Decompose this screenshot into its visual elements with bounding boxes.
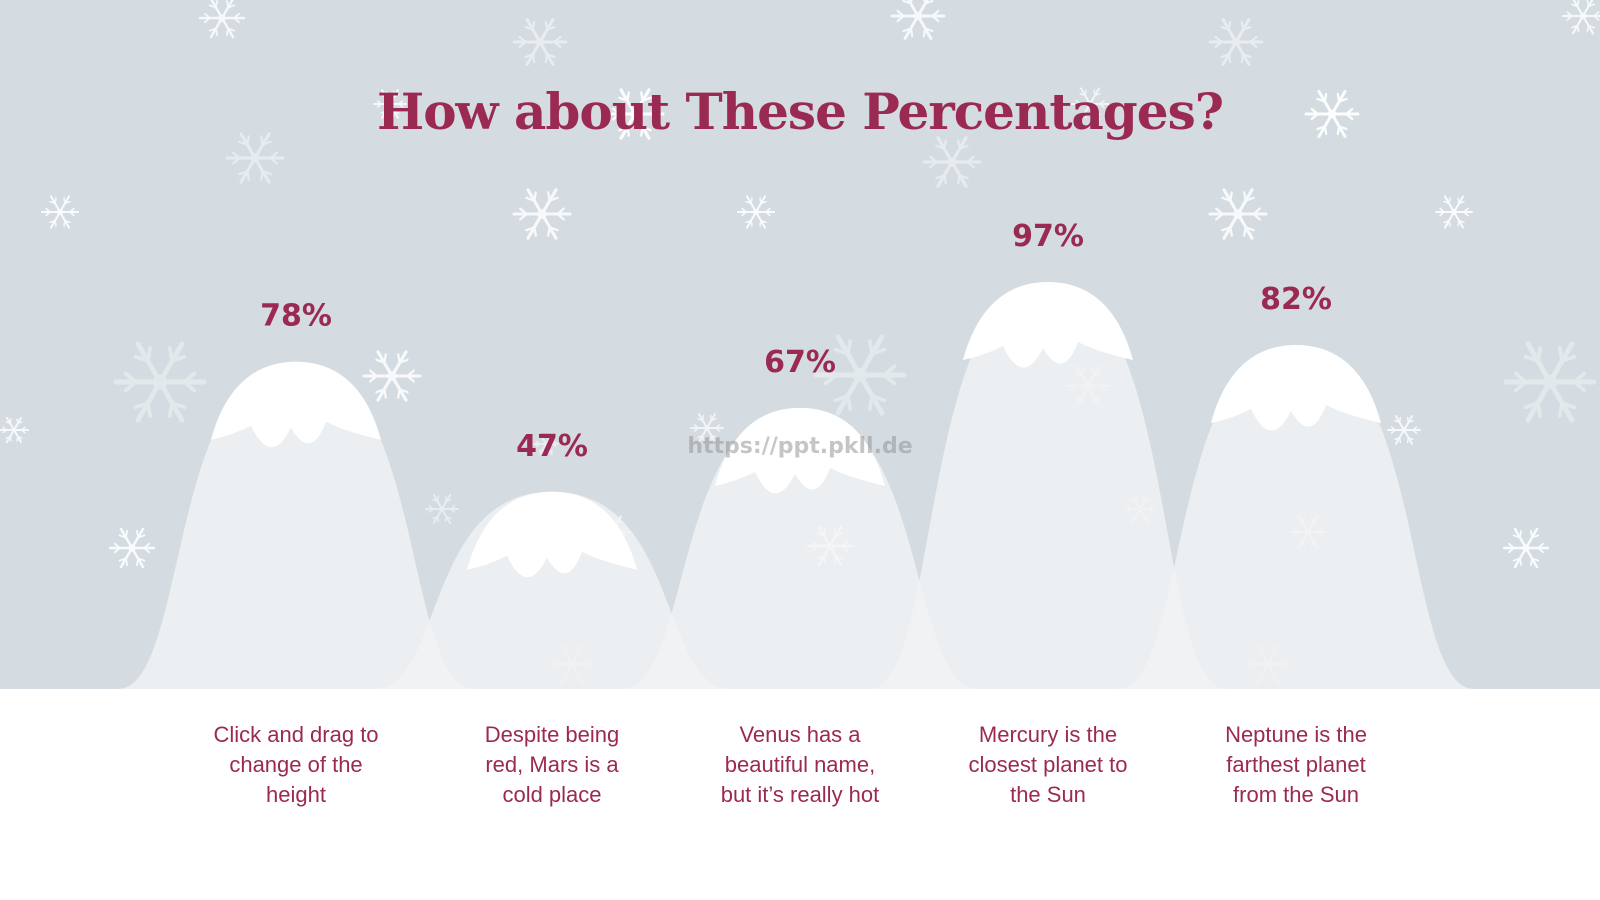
snowflake-icon: [0, 416, 29, 444]
snow-cap-3: [715, 407, 885, 494]
snowflake-icon: [1435, 195, 1473, 229]
snowflake-icon: [1502, 527, 1550, 569]
snowflake-icon: [690, 413, 724, 443]
watermark-text: https://ppt.pkll.de: [687, 434, 913, 459]
snowflake-icon: [373, 89, 407, 119]
snowflake-icon: [425, 494, 459, 524]
category-description-3: Venus has a beautiful name, but it’s rea…: [720, 722, 880, 807]
snowflake-icon: [512, 18, 568, 66]
snow-cap-5: [1211, 344, 1381, 431]
mountain-2: [374, 491, 730, 689]
category-description-4: Mercury is the closest planet to the Sun: [968, 722, 1128, 807]
category-description-5: Neptune is the farthest planet from the …: [1225, 722, 1367, 807]
snowflake-icon: [1208, 18, 1264, 66]
snowflake-icon: [1208, 188, 1268, 240]
snowflake-icon: [41, 195, 79, 229]
snowflake-icon: [1561, 0, 1600, 35]
data-label-1: 78%: [260, 299, 332, 334]
category-description-2: Despite being red, Mars is a cold place: [484, 722, 620, 807]
snowflake-icon: [813, 334, 907, 416]
snowflake-icon: [113, 341, 207, 423]
data-label-2: 47%: [516, 429, 588, 464]
data-label-4: 97%: [1012, 219, 1084, 254]
snowflake-icon: [1304, 90, 1360, 138]
mountain-3: [622, 407, 978, 689]
snow-cap-1: [211, 361, 381, 448]
snowflake-icon: [605, 88, 665, 140]
snowflake-icon: [1503, 341, 1597, 423]
snowflake-icon: [512, 188, 572, 240]
snowflake-icon: [890, 0, 946, 40]
snowflake-icon: [108, 527, 156, 569]
category-description-1: Click and drag to change of the height: [213, 722, 379, 807]
slide-title: How about These Percentages?: [376, 82, 1224, 141]
snow-cap-2: [467, 491, 637, 578]
mountain-4: [870, 282, 1226, 689]
snowflake-icon: [1387, 415, 1421, 445]
snowflake-icon: [362, 350, 422, 402]
snowflake-icon: [198, 0, 246, 39]
data-label-5: 82%: [1260, 282, 1332, 317]
snowflake-decorations: [0, 0, 1600, 685]
snowflake-icon: [1071, 87, 1109, 121]
snowflake-icon: [225, 132, 285, 184]
snowflake-icon: [533, 432, 559, 456]
snowflake-icon: [737, 195, 775, 229]
mountain-5: [1118, 344, 1474, 689]
snow-cap-4: [963, 282, 1133, 368]
mountain-1: [118, 361, 474, 689]
snowflake-icon: [922, 136, 982, 188]
data-label-3: 67%: [764, 345, 836, 380]
